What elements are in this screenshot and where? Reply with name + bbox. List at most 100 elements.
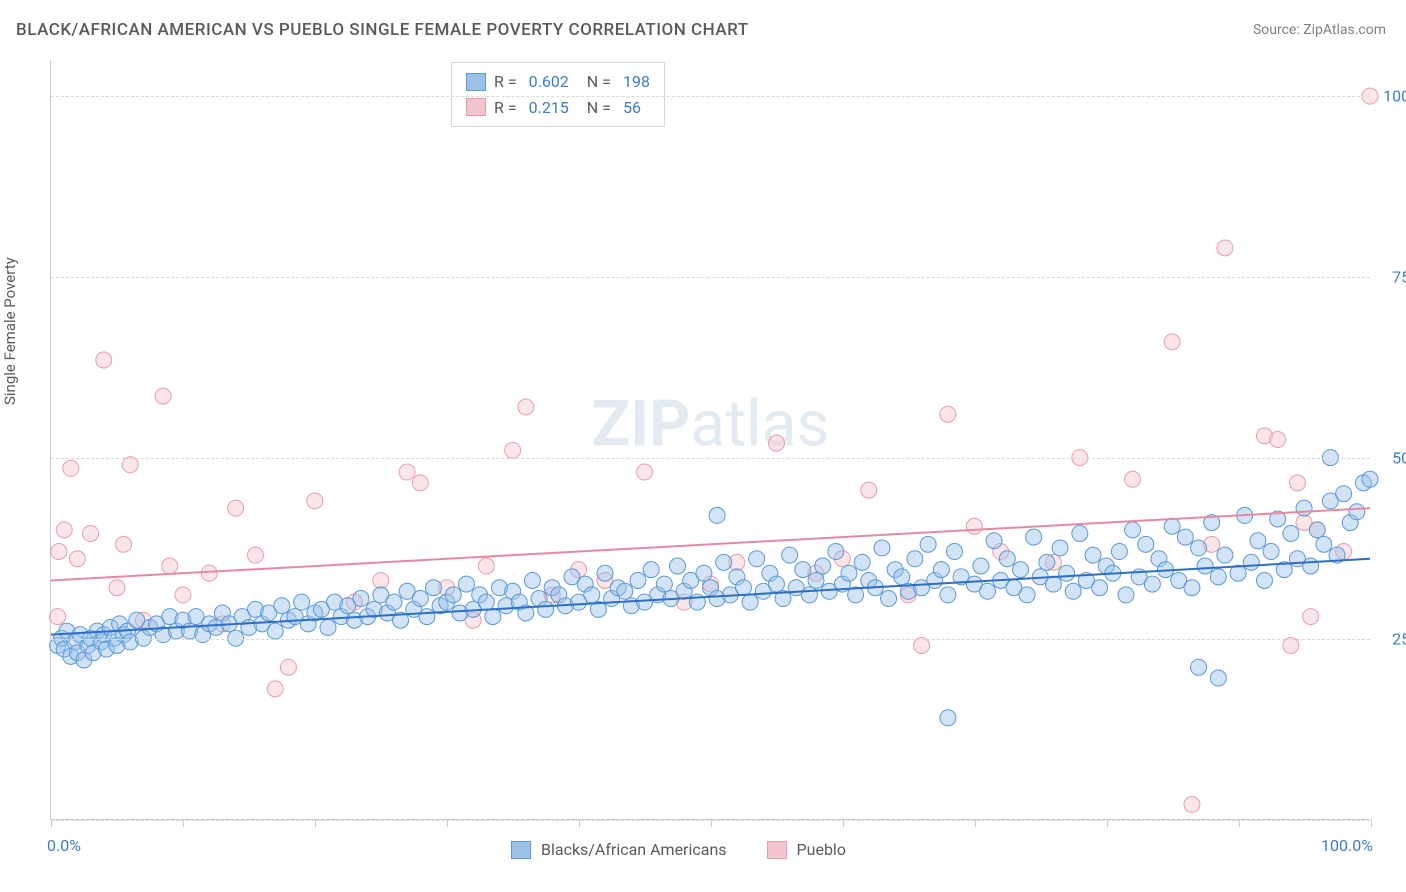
data-point-pueblo [1184, 797, 1200, 813]
data-point-blacks [1012, 562, 1028, 578]
data-point-pueblo [116, 536, 132, 552]
chart-title: BLACK/AFRICAN AMERICAN VS PUEBLO SINGLE … [16, 20, 749, 40]
data-point-pueblo [122, 457, 138, 473]
data-point-pueblo [96, 352, 112, 368]
data-point-pueblo [966, 518, 982, 534]
gridline [51, 96, 1370, 97]
data-point-blacks [808, 572, 824, 588]
gridline [51, 639, 1370, 640]
data-point-pueblo [69, 551, 85, 567]
data-point-blacks [768, 576, 784, 592]
data-point-blacks [749, 551, 765, 567]
data-point-blacks [815, 558, 831, 574]
data-point-blacks [538, 601, 554, 617]
data-point-blacks [1316, 536, 1332, 552]
x-tick [1239, 819, 1240, 827]
data-point-pueblo [162, 558, 178, 574]
data-point-blacks [782, 547, 798, 563]
data-point-pueblo [280, 659, 296, 675]
data-point-blacks [353, 591, 369, 607]
data-point-blacks [1263, 544, 1279, 560]
data-point-blacks [1283, 525, 1299, 541]
data-point-pueblo [1289, 475, 1305, 491]
data-point-blacks [274, 598, 290, 614]
data-point-pueblo [83, 525, 99, 541]
gridline [51, 458, 1370, 459]
y-tick-label: 25.0% [1392, 630, 1406, 649]
data-point-blacks [795, 562, 811, 578]
data-point-blacks [1243, 554, 1259, 570]
legend-swatch-icon [511, 841, 531, 859]
data-point-blacks [1138, 536, 1154, 552]
data-point-blacks [617, 583, 633, 599]
data-point-blacks [716, 554, 732, 570]
data-point-blacks [1019, 587, 1035, 603]
data-point-pueblo [109, 580, 125, 596]
legend-item-pueblo: Pueblo [767, 840, 846, 859]
data-point-blacks [1362, 471, 1378, 487]
data-point-blacks [1197, 558, 1213, 574]
data-point-pueblo [267, 681, 283, 697]
data-point-pueblo [861, 482, 877, 498]
data-point-blacks [1111, 544, 1127, 560]
data-point-blacks [1191, 540, 1207, 556]
data-point-blacks [458, 576, 474, 592]
data-point-pueblo [201, 565, 217, 581]
data-point-blacks [1210, 569, 1226, 585]
data-point-pueblo [56, 522, 72, 538]
data-point-blacks [1184, 580, 1200, 596]
legend-label: Blacks/African Americans [541, 840, 727, 859]
data-point-pueblo [51, 544, 67, 560]
data-point-blacks [940, 587, 956, 603]
data-point-blacks [445, 587, 461, 603]
data-point-blacks [933, 562, 949, 578]
data-point-blacks [1059, 565, 1075, 581]
data-point-blacks [1092, 580, 1108, 596]
x-tick-label: 100.0% [1321, 836, 1373, 855]
x-tick [51, 819, 52, 827]
data-point-blacks [412, 591, 428, 607]
data-point-blacks [1065, 583, 1081, 599]
source-attribution: Source: ZipAtlas.com [1253, 22, 1386, 38]
data-point-blacks [801, 587, 817, 603]
data-point-blacks [386, 594, 402, 610]
y-tick-label: 75.0% [1392, 268, 1406, 287]
data-point-pueblo [768, 435, 784, 451]
data-point-blacks [597, 565, 613, 581]
data-point-blacks [1144, 576, 1160, 592]
data-point-blacks [656, 576, 672, 592]
data-point-blacks [630, 572, 646, 588]
legend-item-blacks: Blacks/African Americans [511, 840, 727, 859]
data-point-blacks [1349, 504, 1365, 520]
data-point-pueblo [478, 558, 494, 574]
data-point-blacks [1217, 547, 1233, 563]
data-point-pueblo [307, 493, 323, 509]
data-point-blacks [1309, 522, 1325, 538]
data-point-blacks [1191, 659, 1207, 675]
data-point-blacks [1118, 587, 1134, 603]
data-point-pueblo [1270, 432, 1286, 448]
data-point-blacks [973, 558, 989, 574]
data-point-blacks [1210, 670, 1226, 686]
data-point-blacks [696, 565, 712, 581]
data-point-blacks [643, 562, 659, 578]
data-point-blacks [1072, 525, 1088, 541]
data-point-pueblo [1303, 609, 1319, 625]
data-point-blacks [1256, 572, 1272, 588]
legend-label: Pueblo [797, 840, 846, 859]
plot-area: ZIPatlas R =0.602N =198R =0.215N =56 Bla… [50, 60, 1370, 820]
x-tick [843, 819, 844, 827]
legend-swatch-icon [767, 841, 787, 859]
data-point-blacks [1039, 554, 1055, 570]
data-point-blacks [828, 544, 844, 560]
x-tick [579, 819, 580, 827]
data-point-pueblo [637, 464, 653, 480]
x-tick [447, 819, 448, 827]
data-point-blacks [920, 536, 936, 552]
data-point-blacks [1177, 529, 1193, 545]
data-point-blacks [1296, 500, 1312, 516]
data-point-pueblo [247, 547, 263, 563]
data-point-pueblo [1217, 240, 1233, 256]
gridline [51, 277, 1370, 278]
data-point-blacks [320, 619, 336, 635]
